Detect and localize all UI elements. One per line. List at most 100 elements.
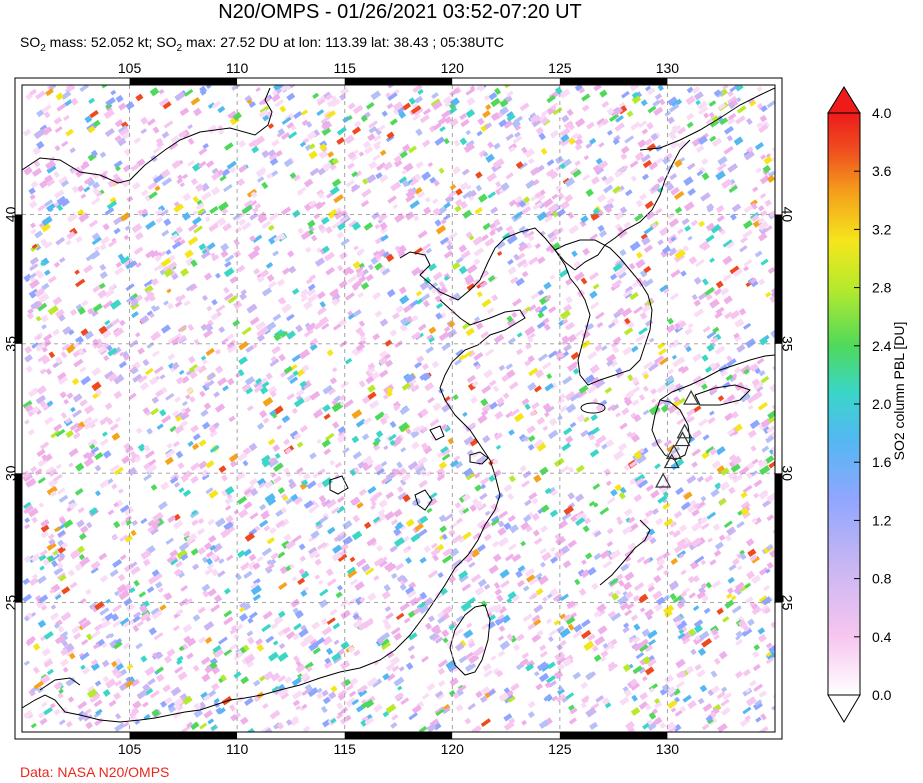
so2-pixel — [53, 189, 65, 199]
so2-pixel — [379, 318, 389, 327]
so2-pixel — [680, 501, 691, 511]
frame-left-seg — [15, 214, 22, 344]
so2-pixel — [471, 725, 482, 732]
so2-pixel — [730, 213, 737, 221]
so2-pixel — [197, 517, 205, 525]
so2-pixel — [521, 719, 528, 726]
so2-pixel — [731, 411, 739, 419]
so2-pixel — [713, 89, 722, 97]
so2-pixel — [557, 687, 565, 696]
so2-pixel — [288, 265, 297, 274]
so2-pixel — [291, 575, 298, 582]
so2-pixel — [65, 429, 74, 439]
so2-pixel — [534, 191, 542, 199]
so2-pixel — [743, 259, 753, 267]
so2-pixel — [229, 166, 237, 174]
so2-pixel — [301, 109, 309, 116]
so2-pixel — [175, 450, 184, 459]
so2-pixel — [732, 267, 743, 278]
so2-pixel — [190, 475, 199, 484]
so2-pixel — [681, 217, 690, 226]
so2-pixel — [426, 507, 433, 514]
so2-pixel — [170, 686, 182, 697]
so2-pixel — [92, 303, 103, 313]
so2-pixel — [149, 249, 159, 259]
so2-pixel — [336, 264, 344, 272]
so2-pixel — [102, 300, 114, 310]
so2-pixel — [398, 523, 406, 531]
so2-pixel — [87, 438, 98, 449]
so2-pixel — [636, 454, 647, 464]
so2-pixel — [764, 225, 773, 232]
so2-pixel — [296, 441, 304, 448]
so2-pixel — [370, 504, 376, 511]
so2-pixel — [179, 182, 185, 188]
so2-pixel — [639, 517, 650, 527]
so2-pixel — [118, 488, 124, 494]
so2-pixel — [38, 594, 49, 604]
so2-pixel — [171, 361, 180, 370]
so2-pixel — [173, 568, 183, 577]
so2-pixel — [166, 556, 174, 564]
so2-pixel — [670, 557, 679, 565]
so2-pixel — [674, 696, 681, 703]
so2-pixel — [735, 635, 741, 641]
so2-pixel — [89, 443, 96, 450]
so2-pixel — [351, 126, 362, 135]
so2-pixel — [241, 221, 252, 231]
so2-pixel — [135, 642, 143, 650]
so2-pixel — [685, 95, 696, 106]
so2-pixel — [134, 456, 141, 463]
so2-pixel — [521, 398, 530, 406]
so2-pixel — [143, 713, 151, 721]
so2-pixel — [146, 427, 153, 435]
so2-pixel — [606, 497, 616, 505]
so2-pixel — [468, 561, 476, 568]
so2-pixel — [461, 493, 471, 502]
so2-pixel — [743, 204, 754, 213]
so2-pixel — [98, 282, 106, 290]
so2-pixel — [176, 655, 184, 663]
so2-pixel — [267, 385, 278, 395]
so2-pixel — [757, 232, 768, 242]
so2-pixel — [544, 681, 552, 689]
so2-pixel — [469, 85, 476, 91]
so2-pixel — [409, 177, 420, 187]
so2-pixel — [654, 207, 663, 215]
so2-pixel — [554, 349, 563, 358]
so2-pixel — [172, 440, 180, 448]
so2-pixel — [725, 374, 734, 381]
so2-pixel — [308, 546, 318, 556]
so2-pixel — [286, 393, 295, 401]
so2-pixel — [528, 592, 538, 601]
so2-pixel — [272, 444, 281, 452]
so2-pixel — [276, 88, 282, 94]
colorbar-tick-label: 3.2 — [872, 221, 892, 237]
so2-pixel — [119, 504, 130, 513]
so2-pixel — [770, 329, 775, 338]
so2-pixel — [717, 155, 728, 166]
so2-pixel — [620, 90, 630, 99]
so2-pixel — [742, 229, 753, 239]
so2-pixel — [716, 215, 725, 223]
so2-pixel — [595, 403, 605, 413]
so2-pixel — [569, 421, 577, 428]
so2-pixel — [101, 642, 108, 649]
so2-pixel — [275, 149, 283, 157]
so2-pixel — [219, 175, 227, 182]
so2-pixel — [484, 692, 491, 699]
so2-pixel — [71, 377, 80, 386]
so2-pixel — [705, 715, 714, 723]
so2-pixel — [232, 319, 241, 327]
so2-pixel — [255, 638, 263, 646]
so2-pixel — [481, 385, 492, 394]
so2-pixel — [256, 644, 265, 652]
so2-pixel — [41, 104, 52, 113]
so2-pixel — [458, 536, 466, 544]
so2-pixel — [358, 262, 365, 268]
so2-pixel — [400, 316, 410, 326]
so2-pixel — [443, 202, 451, 209]
so2-pixel — [382, 394, 389, 400]
so2-pixel — [156, 666, 164, 673]
so2-pixel — [574, 137, 584, 147]
